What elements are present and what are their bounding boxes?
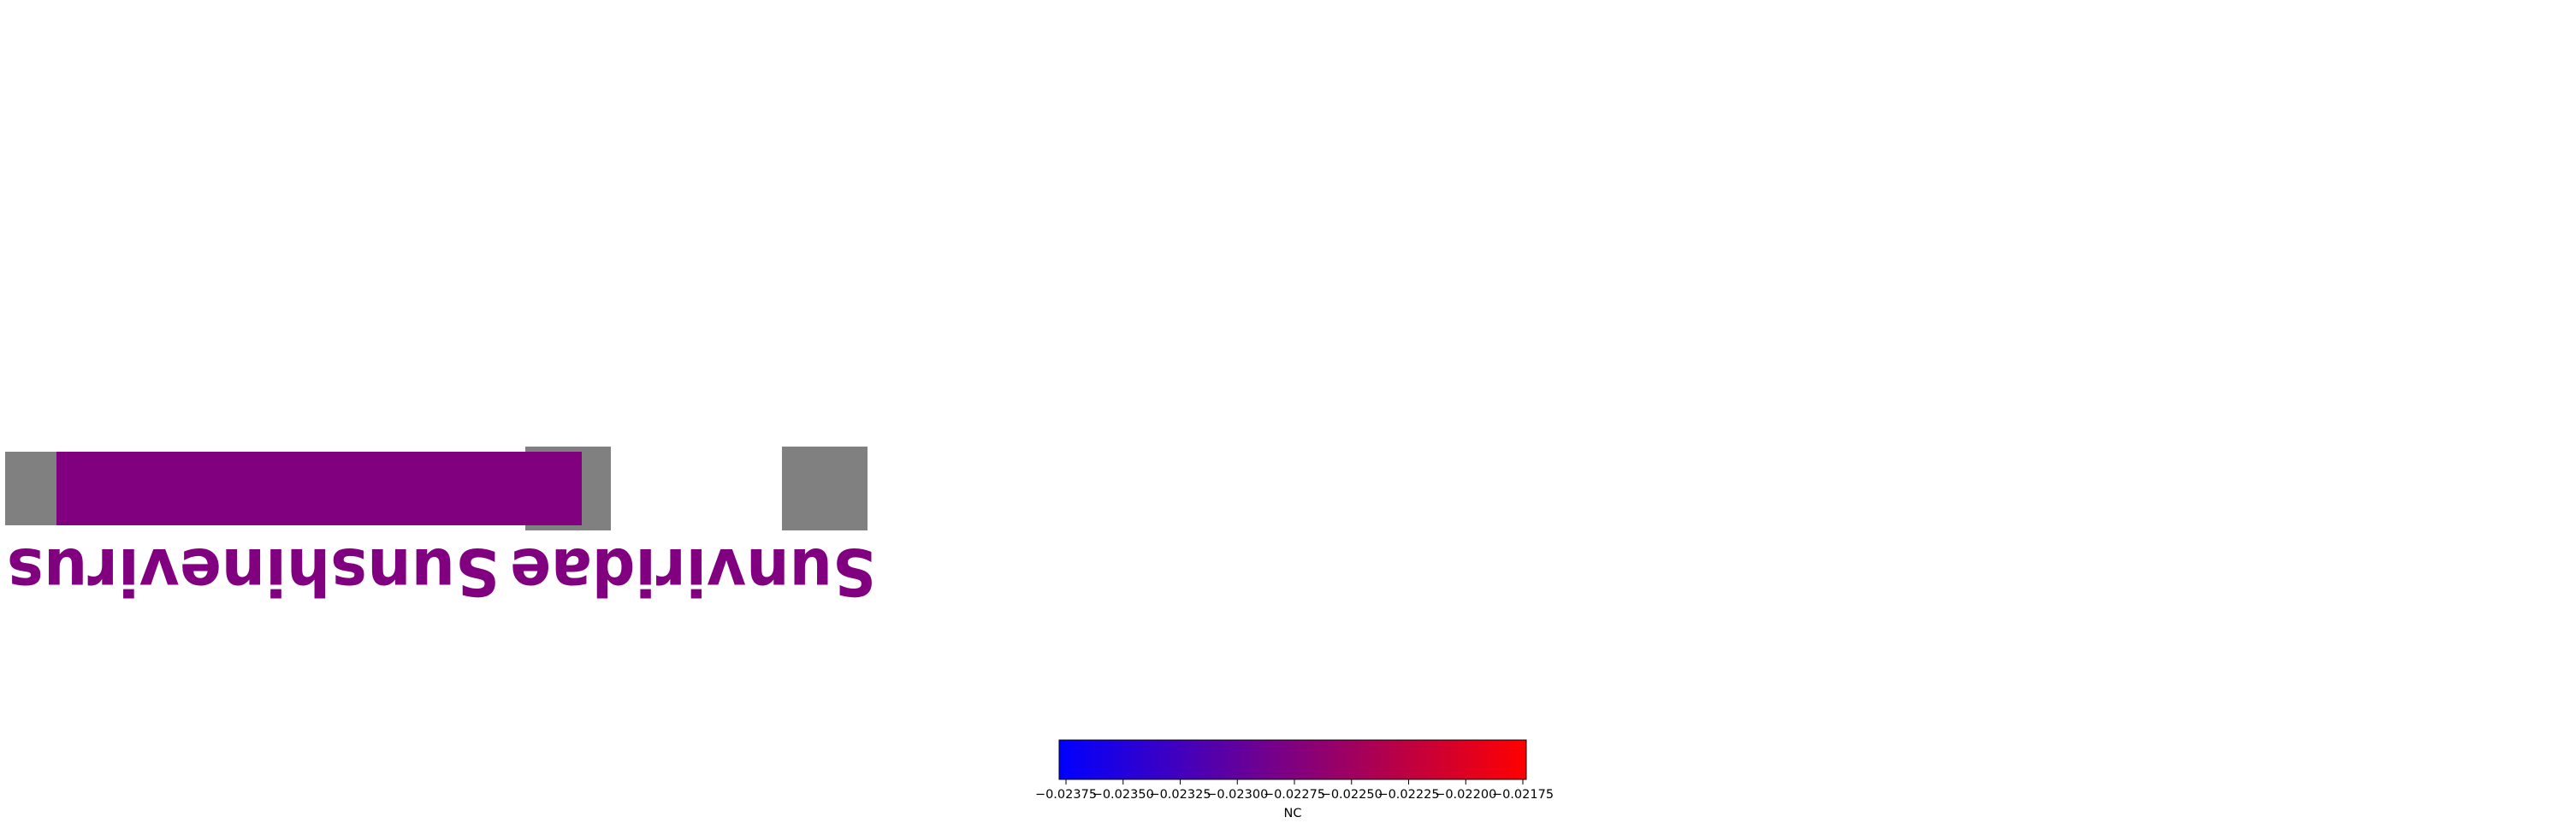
family-placeholder-block-right [782, 447, 868, 530]
genus-bar [56, 452, 582, 525]
colorbar-tick-label: −0.02275 [1264, 788, 1325, 802]
colorbar-tick-label: −0.02325 [1149, 788, 1211, 802]
colorbar-tick-label: −0.02225 [1377, 788, 1439, 802]
colorbar-gradient [1058, 739, 1527, 780]
colorbar-tick-label: −0.02300 [1206, 788, 1268, 802]
colorbar-ticks: −0.02375−0.02350−0.02325−0.02300−0.02275… [1035, 779, 1554, 802]
family-label: Sunviridae [510, 534, 876, 610]
genus-placeholder-block [5, 452, 58, 525]
genus-label: Sunshinevirus [7, 534, 500, 610]
colorbar-tick-label: −0.02350 [1093, 788, 1154, 802]
colorbar: −0.02375−0.02350−0.02325−0.02300−0.02275… [1035, 739, 1554, 820]
colorbar-tick-label: −0.02250 [1321, 788, 1383, 802]
colorbar-label: NC [1284, 807, 1302, 820]
colorbar-tick-label: −0.02200 [1435, 788, 1496, 802]
colorbar-tick-label: −0.02175 [1492, 788, 1554, 802]
colorbar-tick-label: −0.02375 [1035, 788, 1097, 802]
